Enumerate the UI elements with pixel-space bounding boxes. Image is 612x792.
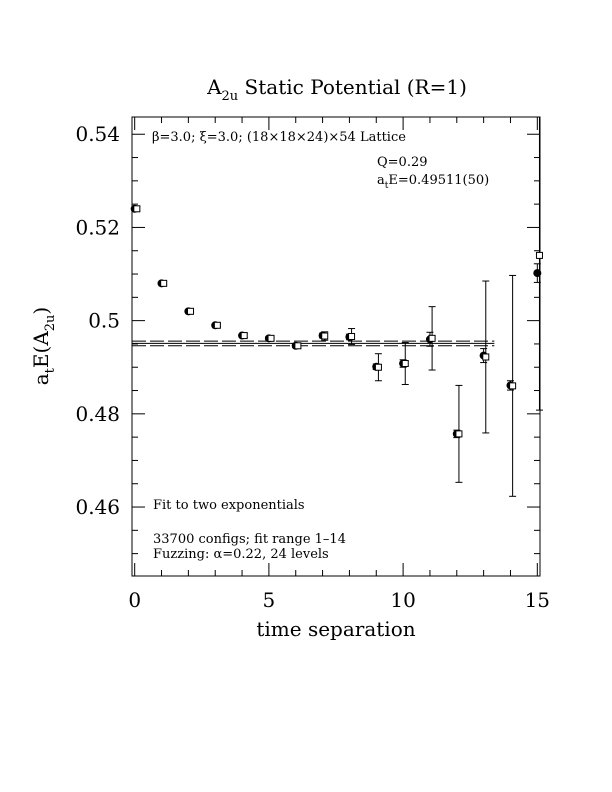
data-point-square	[428, 334, 436, 342]
data-point-square	[348, 332, 356, 340]
energy-annotation-t: t	[385, 181, 389, 191]
chart-title: A2u Static Potential (R=1)	[206, 75, 467, 104]
x-tick-label: 5	[263, 588, 276, 612]
configs-annotation: 33700 configs; fit range 1–14	[153, 532, 346, 547]
data-point-square	[401, 360, 409, 368]
y-axis-label: atE(A2u)	[29, 307, 58, 386]
x-tick-label: 10	[390, 588, 415, 612]
chart-title-sub: 2u	[222, 89, 239, 104]
data-point-square	[455, 430, 463, 438]
x-axis: 0 5 10 15	[128, 117, 550, 612]
data-point-circle	[533, 269, 542, 278]
energy-annotation-a: a	[377, 173, 385, 188]
y-axis-label-b: E(A	[29, 331, 53, 368]
y-tick-label: 0.5	[88, 309, 120, 333]
series-layer	[130, 117, 543, 497]
lattice-annotation: β=3.0; ξ=3.0; (18×18×24)×54 Lattice	[152, 130, 406, 145]
y-axis-label-a: a	[29, 373, 53, 385]
fuzzing-annotation: Fuzzing: α=0.22, 24 levels	[153, 547, 329, 562]
data-point-square	[213, 321, 221, 329]
x-tick-label: 15	[525, 588, 550, 612]
data-point-square	[321, 332, 329, 340]
data-point-square	[187, 307, 195, 315]
y-axis: 0.46 0.48 0.5 0.52 0.54	[75, 122, 540, 555]
data-point-square	[509, 382, 517, 390]
y-tick-label: 0.54	[75, 122, 120, 146]
fit-annotation: Fit to two exponentials	[153, 498, 305, 513]
energy-annotation: atE=0.49511(50)	[377, 173, 489, 191]
y-axis-label-c: )	[29, 307, 53, 315]
x-tick-label: 0	[128, 588, 141, 612]
plot-frame	[131, 116, 541, 577]
y-tick-label: 0.46	[75, 495, 120, 519]
y-axis-label-t: t	[43, 367, 58, 373]
data-point-square	[535, 251, 543, 259]
fit-band	[132, 340, 495, 347]
y-tick-label: 0.52	[75, 215, 120, 239]
x-axis-label: time separation	[256, 617, 415, 641]
data-point-square	[482, 353, 490, 361]
q-annotation: Q=0.29	[377, 155, 428, 170]
data-point-square	[374, 363, 382, 371]
y-axis-label-sub: 2u	[43, 315, 58, 332]
energy-annotation-rest: E=0.49511(50)	[388, 173, 489, 188]
data-point-square	[133, 205, 141, 213]
chart-title-main: A	[206, 75, 222, 99]
data-point-square	[267, 334, 275, 342]
y-tick-label: 0.48	[75, 402, 120, 426]
data-point-square	[240, 332, 248, 340]
data-point-square	[294, 342, 302, 350]
chart-title-rest: Static Potential (R=1)	[238, 75, 467, 99]
data-point-square	[160, 279, 168, 287]
